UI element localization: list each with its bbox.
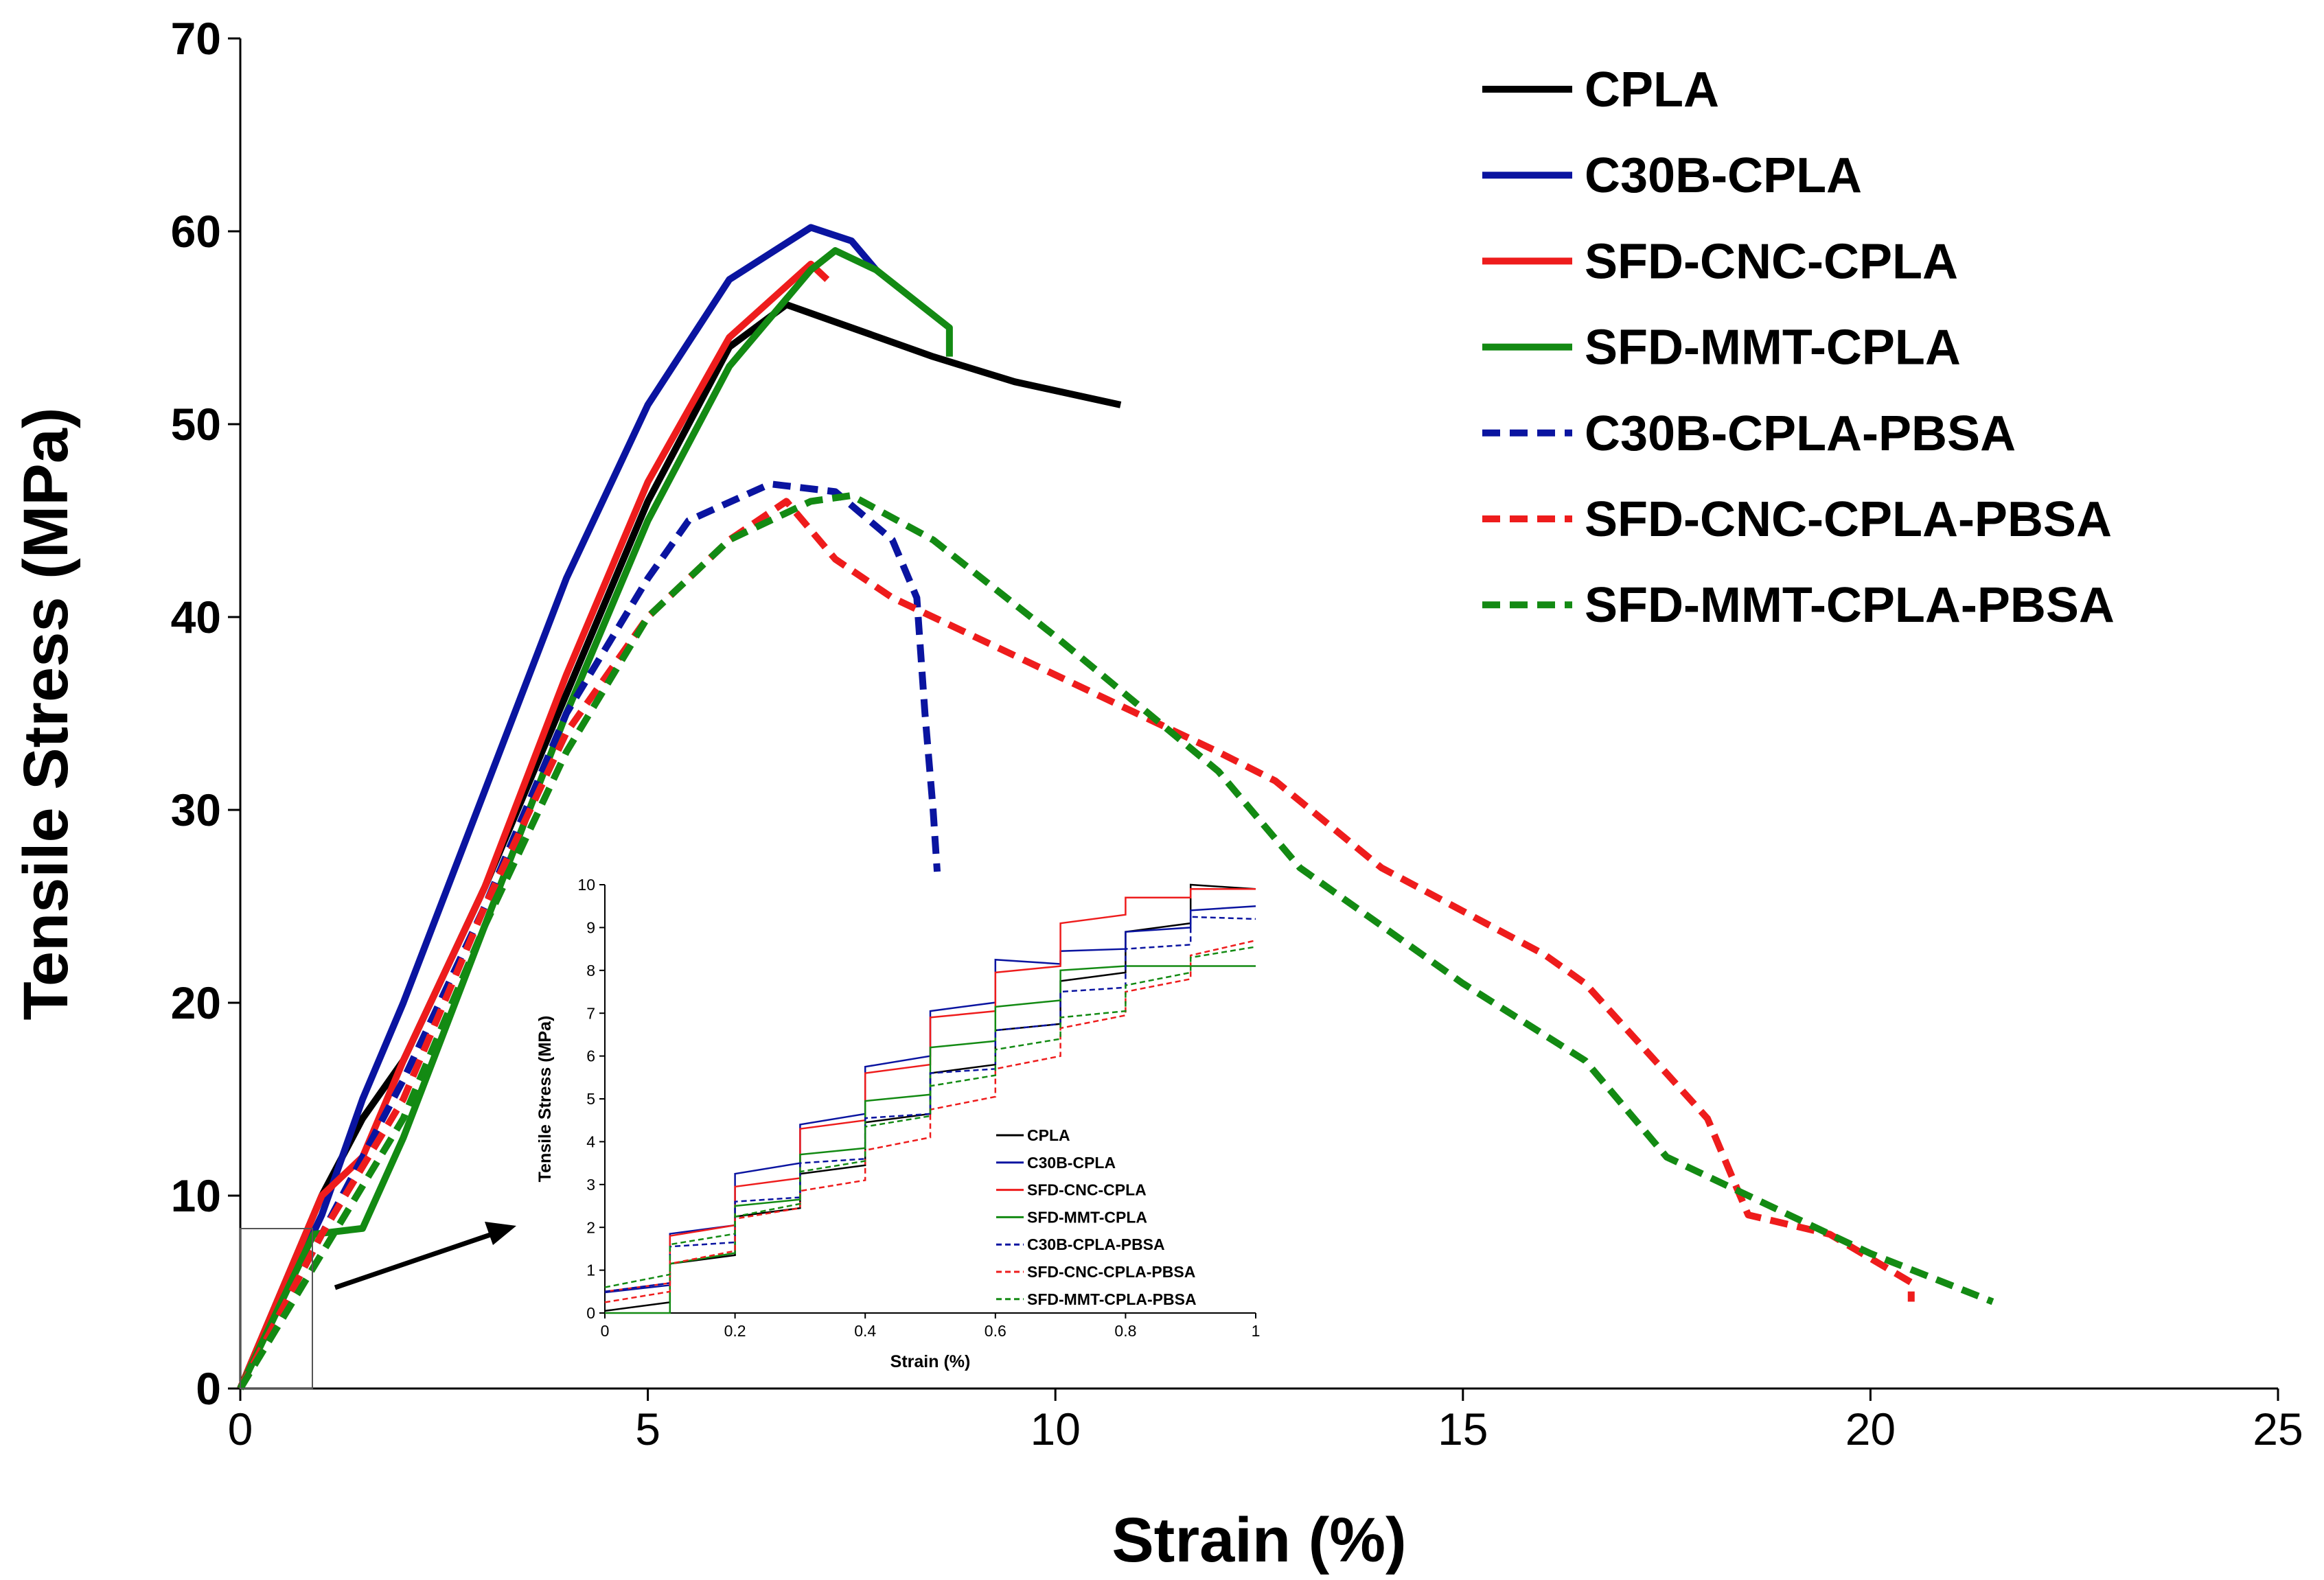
series-line-cpla [237,301,1122,1390]
legend-item: C30B-CPLA [1482,148,1862,203]
inset-y-axis-title: Tensile Stress (MPa) [536,1016,555,1183]
y-axis-title: Tensile Stress (MPa) [11,407,81,1020]
inset-legend-item: SFD-CNC-CPLA [996,1181,1147,1199]
legend-label: SFD-CNC-CPLA [1585,234,1958,289]
inset-legend-item: CPLA [996,1126,1070,1144]
y-tick-label: 3 [586,1176,595,1194]
y-tick-label: 70 [171,13,221,64]
x-tick-label: 0.6 [985,1322,1006,1340]
legend-item: SFD-CNC-CPLA-PBSA [1482,492,2112,547]
inset-legend-item: C30B-CPLA [996,1154,1116,1172]
series-line-sfd-cnc-cpla-pbsa [237,498,1915,1391]
x-tick-label: 10 [1030,1404,1080,1454]
inset-legend-label: CPLA [1027,1126,1070,1144]
y-tick-label: 20 [171,977,221,1028]
x-tick-label: 20 [1845,1404,1896,1454]
inset-legend-item: SFD-MMT-CPLA [996,1208,1147,1226]
y-tick-label: 4 [586,1132,595,1150]
legend-label: C30B-CPLA [1585,148,1862,203]
y-tick-label: 10 [577,876,595,894]
x-tick-label: 5 [635,1404,660,1454]
y-tick-label: 30 [171,785,221,835]
inset-legend-label: SFD-CNC-CPLA [1027,1181,1147,1199]
inset-legend-item: C30B-CPLA-PBSA [996,1235,1165,1253]
y-tick-label: 5 [586,1090,595,1108]
inset-series-lines [604,883,1256,1314]
y-tick-label: 0 [586,1304,595,1322]
inset-legend-item: SFD-MMT-CPLA-PBSA [996,1290,1197,1308]
x-tick-label: 0.8 [1114,1322,1136,1340]
inset-series-line-sfd-mmt-cpla-pbsa [604,946,1256,1288]
series-line-sfd-mmt-cpla-pbsa [237,491,1994,1391]
y-tick-label: 8 [586,962,595,979]
arrow-to-inset [334,1222,516,1290]
inset-x-axis-title: Strain (%) [890,1352,971,1371]
y-tick-label: 0 [196,1363,221,1414]
zoom-region-box [240,1228,313,1389]
series-line-c30b-cpla-pbsa [237,480,941,1391]
series-line-sfd-mmt-cpla [237,247,953,1391]
x-tick-label: 0 [601,1322,610,1340]
inset-legend-label: C30B-CPLA [1027,1154,1116,1172]
inset-legend-label: SFD-MMT-CPLA [1027,1208,1147,1226]
legend-label: CPLA [1585,62,1719,117]
inset-legend-label: SFD-MMT-CPLA-PBSA [1027,1290,1197,1308]
inset-legend-item: SFD-CNC-CPLA-PBSA [996,1263,1195,1281]
x-tick-label: 0.4 [854,1322,876,1340]
inset-legend-label: C30B-CPLA-PBSA [1027,1235,1165,1253]
y-tick-label: 50 [171,399,221,450]
x-tick-label: 1 [1252,1322,1261,1340]
inset-series-line-c30b-cpla-pbsa [604,916,1256,1293]
main-legend: CPLA C30B-CPLA SFD-CNC-CPLA SFD-MMT-CPLA C30… [1482,62,2115,633]
x-tick-label: 0 [228,1404,253,1454]
inset-legend: CPLA C30B-CPLA SFD-CNC-CPLA SFD-MMT-CPLA C30… [996,1126,1197,1308]
legend-item: C30B-CPLA-PBSA [1482,406,2016,461]
y-tick-label: 10 [171,1170,221,1221]
x-axis-title: Strain (%) [1112,1505,1406,1575]
y-tick-label: 2 [586,1218,595,1236]
y-tick-label: 1 [586,1262,595,1279]
y-tick-label: 9 [586,918,595,936]
y-tick-label: 40 [171,592,221,642]
legend-item: CPLA [1482,62,1719,117]
y-tick-label: 7 [586,1004,595,1022]
inset-series-line-sfd-mmt-cpla [605,965,1256,1314]
legend-label: SFD-MMT-CPLA-PBSA [1585,578,2115,633]
series-line-c30b-cpla [237,224,879,1391]
legend-item: SFD-MMT-CPLA-PBSA [1482,578,2115,633]
legend-label: C30B-CPLA-PBSA [1585,406,2016,461]
y-tick-label: 60 [171,206,221,257]
x-tick-label: 15 [1438,1404,1488,1454]
x-tick-label: 0.2 [724,1322,746,1340]
y-tick-label: 6 [586,1047,595,1065]
main-series-lines [237,224,1994,1391]
legend-label: SFD-CNC-CPLA-PBSA [1585,492,2112,547]
legend-item: SFD-MMT-CPLA [1482,321,1961,375]
legend-item: SFD-CNC-CPLA [1482,234,1958,289]
inset-legend-label: SFD-CNC-CPLA-PBSA [1027,1263,1195,1281]
legend-label: SFD-MMT-CPLA [1585,321,1961,375]
x-tick-label: 25 [2253,1404,2303,1454]
inset-series-line-sfd-cnc-cpla-pbsa [604,939,1256,1303]
series-line-sfd-cnc-cpla [237,260,830,1390]
